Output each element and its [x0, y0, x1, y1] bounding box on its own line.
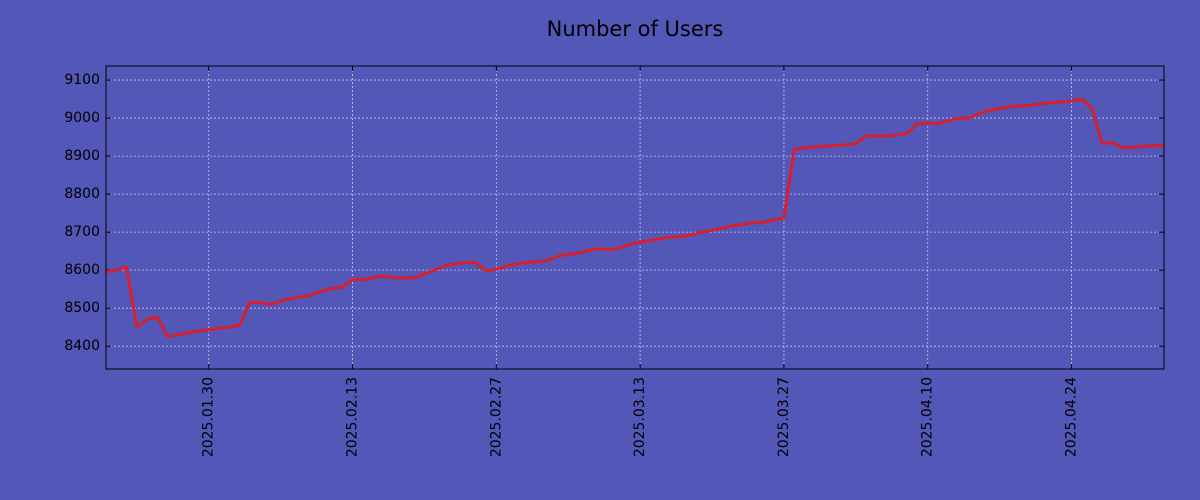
- plot-frame: [105, 65, 1165, 370]
- y-tick-label: 8600: [64, 262, 100, 278]
- line: [105, 97, 1164, 339]
- x-tick-label: 2025.03.27: [776, 377, 792, 457]
- x-tick-label: 2025.02.13: [345, 377, 361, 457]
- y-tick-label: 8400: [64, 338, 100, 354]
- y-tick-label: 9100: [64, 72, 100, 88]
- chart-title: Number of Users: [547, 17, 724, 41]
- x-tick-label: 2025.02.27: [488, 377, 504, 457]
- x-tick-label: 2025.01.30: [201, 377, 217, 457]
- y-tick-label: 8800: [64, 186, 100, 202]
- y-tick-label: 8500: [64, 300, 100, 316]
- x-tick-label: 2025.04.10: [920, 377, 936, 457]
- x-tick-label: 2025.04.24: [1064, 377, 1080, 457]
- y-tick-label: 8700: [64, 224, 100, 240]
- y-tick-label: 8900: [64, 148, 100, 164]
- y-tick-label: 9000: [64, 110, 100, 126]
- x-tick-label: 2025.03.13: [632, 377, 648, 457]
